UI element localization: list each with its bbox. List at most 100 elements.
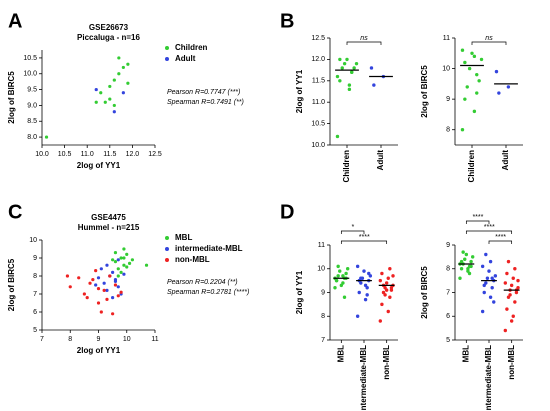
x-axis-label: 2log of YY1 xyxy=(77,161,121,170)
point xyxy=(509,319,514,323)
significance-bracket xyxy=(340,230,365,234)
y-tick-label: 10 xyxy=(29,237,37,244)
significance-bracket xyxy=(340,240,388,244)
y-tick-label: 7 xyxy=(446,289,450,296)
point xyxy=(389,288,394,292)
significance-label: * xyxy=(351,224,354,231)
point xyxy=(509,283,514,288)
point xyxy=(470,255,475,259)
point xyxy=(470,51,474,55)
point xyxy=(338,57,342,62)
point xyxy=(464,252,469,257)
point xyxy=(105,297,109,301)
y-tick-label: 8 xyxy=(321,313,325,320)
point xyxy=(108,97,112,101)
significance-label: **** xyxy=(359,234,370,241)
x-tick-label: MBL xyxy=(461,345,470,362)
annotation: Pearson R=0.7747 (***) xyxy=(167,89,240,96)
y-tick-label: 9.0 xyxy=(27,102,37,109)
point xyxy=(465,85,469,89)
x-tick-label: 12.5 xyxy=(148,151,162,158)
point xyxy=(338,79,342,83)
point xyxy=(490,286,494,290)
point xyxy=(113,260,118,264)
legend-marker xyxy=(165,247,169,251)
point xyxy=(334,278,339,283)
y-tick-label: 11 xyxy=(443,35,450,42)
y-tick-label: 6 xyxy=(446,313,450,320)
point xyxy=(460,48,465,52)
point xyxy=(336,264,340,269)
point xyxy=(44,135,49,139)
point xyxy=(458,276,462,280)
point xyxy=(125,265,129,269)
point xyxy=(103,100,107,104)
point xyxy=(355,314,360,318)
point xyxy=(116,285,120,289)
point xyxy=(341,274,345,278)
point xyxy=(516,278,520,283)
point xyxy=(488,259,493,264)
y-tick-label: 6 xyxy=(33,309,37,316)
point xyxy=(122,272,126,276)
point xyxy=(99,267,103,271)
point xyxy=(372,83,376,87)
point xyxy=(111,296,115,300)
point xyxy=(119,256,123,260)
point xyxy=(111,258,115,262)
y-tick-label: 8 xyxy=(33,273,37,280)
point xyxy=(345,57,349,62)
point xyxy=(113,283,118,287)
y-axis-label: 2log of BIRC5 xyxy=(7,71,16,124)
point xyxy=(514,290,519,295)
y-axis-label: 2log of BIRC5 xyxy=(7,258,16,311)
point xyxy=(119,270,123,274)
y-tick-label: 9.5 xyxy=(27,86,37,93)
y-tick-label: 10 xyxy=(442,65,450,72)
point xyxy=(112,103,116,108)
point xyxy=(494,69,499,74)
point xyxy=(342,61,347,66)
point xyxy=(378,278,383,283)
significance-bracket xyxy=(465,220,490,224)
point xyxy=(466,267,470,271)
point xyxy=(369,66,374,70)
point xyxy=(386,276,390,280)
point xyxy=(116,258,120,262)
significance-label: **** xyxy=(495,234,506,241)
x-tick-label: 10.0 xyxy=(35,151,49,158)
point xyxy=(117,72,121,76)
point xyxy=(344,271,348,276)
point xyxy=(492,300,496,304)
point xyxy=(503,328,508,333)
point xyxy=(352,66,356,70)
legend-label: intermediate-MBL xyxy=(175,244,243,253)
legend-label: Children xyxy=(175,43,208,52)
x-tick-label: intermediate-MBL xyxy=(359,345,368,411)
significance-label: **** xyxy=(484,224,495,231)
point xyxy=(488,295,493,299)
annotation: Spearman R=0.2781 (****) xyxy=(167,289,249,296)
point xyxy=(336,274,340,278)
point xyxy=(484,252,488,257)
x-axis-label: 2log of YY1 xyxy=(77,346,121,355)
point xyxy=(68,285,72,289)
point xyxy=(482,290,486,295)
point xyxy=(389,286,394,290)
point xyxy=(463,257,467,261)
point xyxy=(85,296,89,300)
point xyxy=(112,110,116,114)
x-tick-label: 12.0 xyxy=(126,151,140,158)
point xyxy=(490,276,494,280)
y-tick-label: 5 xyxy=(33,327,37,334)
point xyxy=(127,261,132,265)
point xyxy=(363,283,368,288)
chart-subtitle: Piccaluga - n=16 xyxy=(77,33,140,42)
point xyxy=(105,288,109,292)
point xyxy=(111,312,115,316)
point xyxy=(354,61,359,66)
point xyxy=(338,269,342,273)
x-tick-label: 10 xyxy=(123,336,131,343)
y-tick-label: 10.0 xyxy=(311,142,325,149)
legend-marker xyxy=(165,258,169,262)
